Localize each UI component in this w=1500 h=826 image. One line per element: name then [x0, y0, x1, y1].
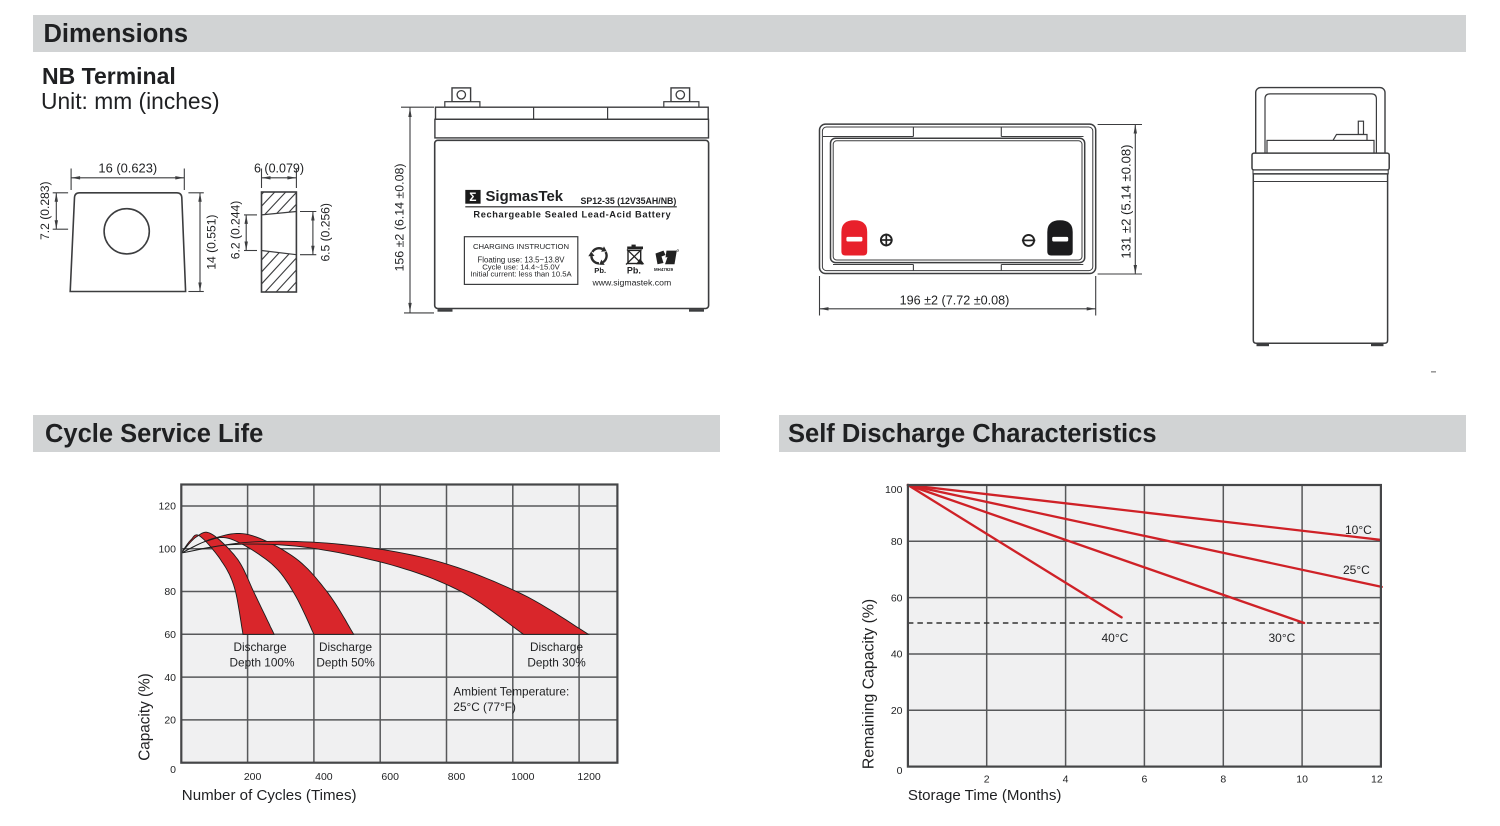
svg-text:131 ±2 (5.14 ±0.08): 131 ±2 (5.14 ±0.08): [1119, 144, 1134, 258]
svg-text:Capacity (%): Capacity (%): [137, 673, 154, 761]
svg-text:Discharge: Discharge: [233, 640, 287, 654]
svg-text:40: 40: [891, 649, 903, 661]
svg-text:40: 40: [164, 672, 176, 684]
svg-text:0: 0: [897, 765, 903, 777]
svg-text:120: 120: [158, 501, 176, 513]
svg-text:Remaining Capacity (%): Remaining Capacity (%): [860, 599, 877, 769]
svg-text:12: 12: [1371, 774, 1383, 786]
svg-text:Cycle use: 14.4~15.0V: Cycle use: 14.4~15.0V: [482, 263, 560, 272]
svg-text:2: 2: [984, 774, 990, 786]
svg-text:Depth 30%: Depth 30%: [527, 656, 586, 670]
svg-text:0: 0: [170, 764, 176, 776]
svg-text:Floating use: 13.5~13.8V: Floating use: 13.5~13.8V: [478, 255, 566, 264]
svg-text:10: 10: [1296, 774, 1308, 786]
svg-text:Pb.: Pb.: [594, 266, 606, 275]
svg-text:www.sigmastek.com: www.sigmastek.com: [592, 278, 672, 288]
svg-text:6.5 (0.256): 6.5 (0.256): [319, 203, 333, 261]
svg-text:200: 200: [244, 771, 262, 783]
svg-text:Depth 50%: Depth 50%: [316, 656, 375, 670]
svg-text:14 (0.551): 14 (0.551): [204, 215, 218, 270]
svg-text:1200: 1200: [577, 771, 601, 783]
svg-text:Number of Cycles (Times): Number of Cycles (Times): [182, 787, 357, 804]
svg-text:80: 80: [164, 586, 176, 598]
svg-text:1000: 1000: [511, 771, 535, 783]
svg-text:196 ±2 (7.72 ±0.08): 196 ±2 (7.72 ±0.08): [900, 294, 1010, 308]
svg-text:40°C: 40°C: [1102, 631, 1129, 645]
svg-text:4: 4: [1063, 774, 1069, 786]
svg-text:Discharge: Discharge: [319, 640, 373, 654]
svg-text:20: 20: [891, 705, 903, 717]
svg-text:6.2 (0.244): 6.2 (0.244): [228, 201, 242, 260]
svg-text:Pb.: Pb.: [627, 265, 641, 275]
svg-text:100: 100: [158, 544, 176, 556]
svg-text:Ambient Temperature:: Ambient Temperature:: [453, 684, 569, 698]
svg-text:100: 100: [885, 484, 903, 496]
svg-text:6 (0.079): 6 (0.079): [254, 162, 304, 176]
svg-text:10°C: 10°C: [1345, 523, 1372, 537]
svg-text:25°C (77°F): 25°C (77°F): [453, 700, 516, 714]
svg-text:Initial current: less than 10.: Initial current: less than 10.5A: [470, 270, 572, 279]
svg-text:80: 80: [891, 536, 903, 548]
svg-text:Σ: Σ: [469, 190, 476, 204]
svg-text:400: 400: [315, 771, 333, 783]
svg-text:Discharge: Discharge: [530, 640, 584, 654]
svg-text:6: 6: [1141, 774, 1147, 786]
svg-text:800: 800: [448, 771, 466, 783]
svg-text:60: 60: [164, 629, 176, 641]
svg-text:60: 60: [891, 592, 903, 604]
svg-text:8: 8: [1220, 774, 1226, 786]
svg-text:SP12-35 (12V35AH/NB): SP12-35 (12V35AH/NB): [581, 196, 677, 206]
svg-text:25°C: 25°C: [1343, 563, 1370, 577]
svg-text:30°C: 30°C: [1269, 631, 1296, 645]
svg-text:20: 20: [164, 715, 176, 727]
svg-text:7.2 (0.283): 7.2 (0.283): [38, 181, 52, 240]
svg-text:Rechargeable Sealed Lead-Acid: Rechargeable Sealed Lead-Acid Battery: [473, 210, 671, 220]
svg-text:156 ±2 (6.14 ±0.08): 156 ±2 (6.14 ±0.08): [393, 164, 407, 272]
svg-text:16 (0.623): 16 (0.623): [98, 161, 157, 176]
svg-text:Depth 100%: Depth 100%: [230, 656, 295, 670]
svg-text:Storage Time (Months): Storage Time (Months): [908, 787, 1062, 804]
svg-text:SigmasTek: SigmasTek: [486, 189, 564, 205]
svg-text:CHARGING INSTRUCTION: CHARGING INSTRUCTION: [473, 242, 569, 251]
svg-text:600: 600: [381, 771, 399, 783]
svg-text:MH47929: MH47929: [654, 267, 674, 272]
